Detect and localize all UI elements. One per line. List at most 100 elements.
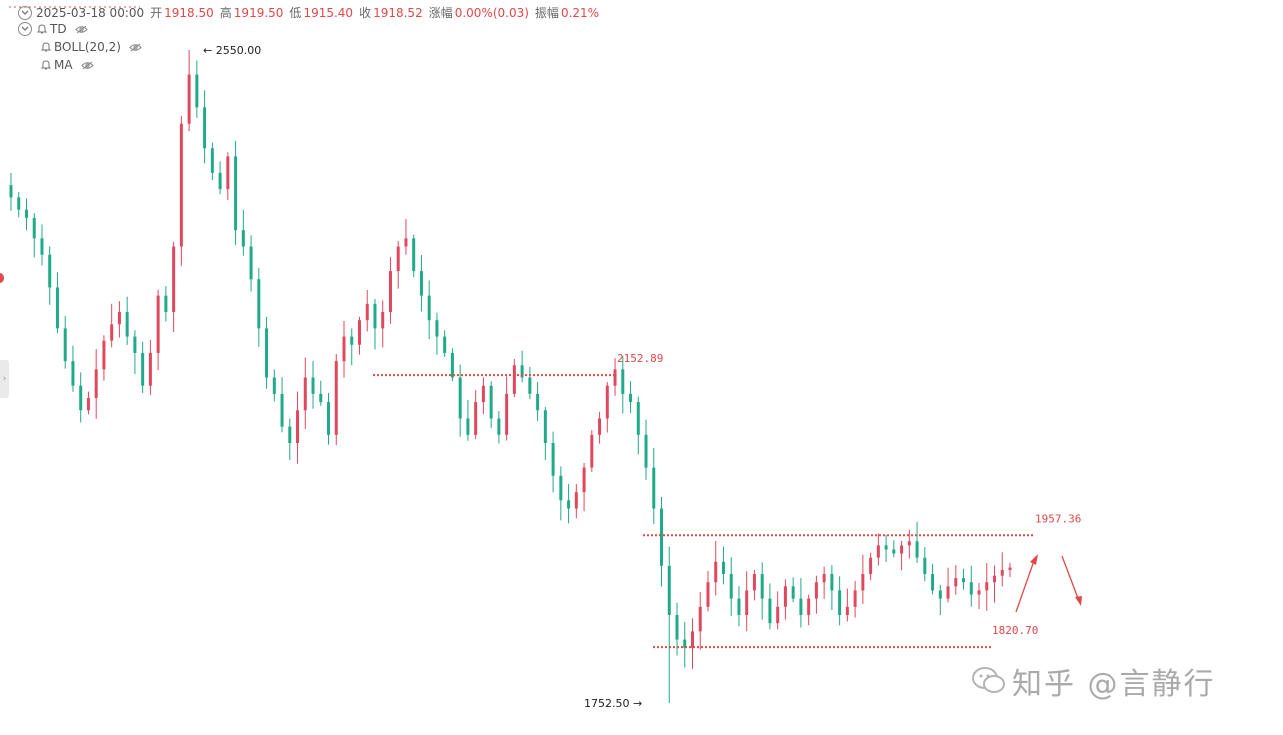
candle-body xyxy=(172,246,176,313)
candle-body xyxy=(683,639,687,648)
candle-body xyxy=(141,352,145,386)
candle-body xyxy=(412,238,416,272)
candle-body xyxy=(814,582,818,599)
bell-icon xyxy=(40,60,52,70)
candle-body xyxy=(303,377,307,411)
candle-body xyxy=(481,385,485,403)
candle-body xyxy=(55,287,59,329)
chevron-right-icon: › xyxy=(2,374,7,384)
change-value: 0.00%(0.03) xyxy=(454,5,529,20)
candle-body xyxy=(621,369,625,394)
candle-body xyxy=(969,582,973,595)
candle-body xyxy=(776,606,780,624)
candle-body xyxy=(32,217,36,239)
candle-body xyxy=(760,574,764,599)
candle-body xyxy=(427,295,431,321)
candle-body xyxy=(497,418,501,435)
candle-body xyxy=(876,545,880,558)
candle-body xyxy=(737,598,741,615)
indicator-boll[interactable]: BOLL(20,2) xyxy=(40,40,142,54)
candle-body xyxy=(179,123,183,247)
candle-body xyxy=(768,598,772,624)
candle-body xyxy=(822,574,826,583)
ohlc-row: 2025-03-18 00:00 开 1918.50 高 1919.50 低 1… xyxy=(18,4,599,21)
high-value: 1919.50 xyxy=(233,5,284,20)
candle-body xyxy=(450,352,454,378)
candle-body xyxy=(551,443,555,476)
candle-body xyxy=(567,500,571,509)
candle-body xyxy=(388,271,392,313)
candle-body xyxy=(714,561,718,583)
candle-body xyxy=(1008,567,1012,570)
candle-body xyxy=(218,172,222,190)
candle-body xyxy=(954,578,958,587)
candle-body xyxy=(117,312,121,325)
eye-off-icon[interactable] xyxy=(129,43,142,52)
candle-body xyxy=(404,238,408,247)
candle-body xyxy=(164,295,168,313)
amplitude-value: 0.21% xyxy=(560,5,600,20)
candle-body xyxy=(187,74,191,124)
candle-body xyxy=(845,606,849,615)
up-arrow-icon xyxy=(1015,557,1036,613)
candle-body xyxy=(443,336,447,353)
candle-body xyxy=(613,369,617,386)
collapse-icon[interactable] xyxy=(18,5,32,20)
candle-body xyxy=(373,303,377,329)
candle-body xyxy=(210,148,214,173)
candle-body xyxy=(512,365,516,394)
indicator-td[interactable]: TD xyxy=(18,22,88,36)
candle-body xyxy=(644,434,648,468)
candle-body xyxy=(830,574,834,591)
candle-body xyxy=(458,377,462,419)
watermark: 知乎 @言静行 xyxy=(972,659,1216,703)
high-label: 高 xyxy=(219,6,232,20)
candle-body xyxy=(946,586,950,599)
candle-body xyxy=(71,361,75,386)
candle-body xyxy=(605,385,609,419)
candle-body xyxy=(799,598,803,615)
candle-body xyxy=(652,467,656,509)
candle-body xyxy=(528,377,532,394)
candle-body xyxy=(838,590,842,615)
candle-body xyxy=(63,328,67,362)
candle-body xyxy=(474,402,478,435)
candle-body xyxy=(357,320,361,345)
candle-body xyxy=(962,578,966,583)
indicator-ma[interactable]: MA xyxy=(40,58,94,72)
candle-body xyxy=(311,377,315,394)
candle-body xyxy=(125,312,129,337)
candle-body xyxy=(156,295,160,353)
candle-body xyxy=(94,369,98,398)
candle-body xyxy=(985,582,989,591)
eye-off-icon[interactable] xyxy=(80,61,94,70)
candle-body xyxy=(319,393,323,403)
candle-body xyxy=(110,324,114,341)
bar-date: 2025-03-18 00:00 xyxy=(36,5,145,20)
candle-body xyxy=(435,320,439,337)
candle-body xyxy=(660,508,664,566)
eye-off-icon[interactable] xyxy=(74,25,88,34)
candle-body xyxy=(690,631,694,648)
candle-body xyxy=(791,586,795,599)
candle-body xyxy=(667,565,671,615)
candle-body xyxy=(993,575,997,583)
candle-body xyxy=(265,328,269,378)
panel-toggle-handle[interactable]: › xyxy=(0,360,9,398)
candle-body xyxy=(907,541,911,546)
candles-group xyxy=(9,50,1012,703)
candle-body xyxy=(9,185,13,198)
candle-body xyxy=(598,418,602,435)
wechat-icon xyxy=(972,667,1005,693)
candle-body xyxy=(892,549,896,554)
candle-body xyxy=(938,590,942,599)
candle-body xyxy=(241,230,245,247)
indicator-label: MA xyxy=(54,58,73,72)
candle-body xyxy=(721,561,725,575)
candle-body xyxy=(396,246,400,272)
collapse-icon[interactable] xyxy=(18,22,32,36)
candle-body xyxy=(334,361,338,435)
candle-body xyxy=(280,393,284,427)
candle-body xyxy=(559,475,563,501)
